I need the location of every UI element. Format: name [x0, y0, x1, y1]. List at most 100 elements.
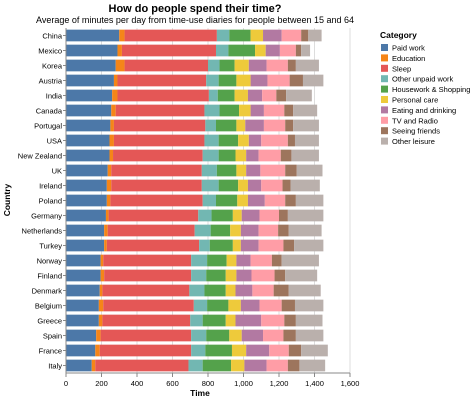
bar-segment [234, 59, 249, 72]
bar-segment [250, 74, 268, 87]
bar-segment [108, 209, 199, 222]
bar-segment [66, 164, 108, 177]
bar-segment [66, 254, 101, 267]
bar-segment [102, 284, 190, 297]
bar-segment [285, 269, 318, 282]
x-tick-label: 1,000 [234, 379, 253, 388]
bar-segment [117, 44, 122, 57]
y-tick-label: Turkey [39, 242, 62, 251]
bar-segment [121, 44, 216, 57]
bar-segment [295, 44, 302, 57]
bar-segment [204, 134, 219, 147]
bar-segment [216, 164, 237, 177]
x-axis-title: Time [190, 388, 210, 398]
bar-segment [255, 44, 266, 57]
bar-segment [113, 119, 206, 132]
bar-segment [219, 104, 240, 117]
bar-segment [66, 89, 113, 102]
bar-segment [273, 284, 289, 297]
bar-segment [113, 74, 118, 87]
bar-segment [191, 254, 208, 267]
chart-title: How do people spend their time? [109, 3, 282, 15]
bar-segment [258, 239, 284, 252]
bar-segment [96, 329, 101, 342]
bar-segment [293, 104, 318, 117]
bar-segment [201, 179, 219, 192]
legend-label: Other unpaid work [392, 75, 454, 84]
bar-segment [115, 59, 125, 72]
bar-segment [215, 194, 238, 207]
bar-segment [287, 359, 300, 372]
legend-swatch [381, 44, 388, 51]
bar-segment [109, 134, 114, 147]
bar-segment [266, 59, 288, 72]
bar-segment [250, 104, 264, 117]
bar-segment [113, 149, 203, 162]
legend-label: Seeing friends [392, 127, 440, 136]
bar-segment [106, 194, 111, 207]
bar-segment [279, 209, 288, 222]
bar-segment [235, 284, 253, 297]
bar-segment [235, 149, 247, 162]
bar-segment [263, 119, 286, 132]
bar-segment [219, 59, 235, 72]
bar-segment [241, 329, 264, 342]
y-tick-label: Greece [37, 317, 62, 326]
bar-segment [263, 329, 284, 342]
bar-segment [235, 314, 262, 327]
y-tick-label: Germany [31, 212, 62, 221]
bar-segment [239, 104, 251, 117]
y-tick-label: Portugal [34, 122, 62, 131]
bar-segment [274, 269, 286, 282]
bar-segment [232, 239, 241, 252]
bar-segment [290, 179, 320, 192]
bar-segment [218, 179, 239, 192]
bar-segment [241, 209, 260, 222]
bar-segment [198, 209, 212, 222]
bar-segment [278, 224, 289, 237]
bar-segment [66, 149, 110, 162]
bar-segment [238, 179, 248, 192]
bar-segment [113, 134, 205, 147]
bar-segment [204, 104, 220, 117]
y-tick-label: Ireland [39, 182, 62, 191]
legend-label: Education [392, 54, 425, 63]
bar-segment [202, 149, 219, 162]
bar-segment [98, 314, 103, 327]
bar-segment [283, 329, 296, 342]
legend-label: Other leisure [392, 137, 435, 146]
bar-segment [284, 104, 294, 117]
bar-segment [265, 44, 280, 57]
bar-segment [236, 269, 252, 282]
bar-segment [66, 344, 96, 357]
bar-segment [261, 314, 285, 327]
bar-segment [206, 269, 226, 282]
bar-segment [259, 299, 282, 312]
bar-segment [110, 194, 203, 207]
y-tick-label: Austria [39, 77, 63, 86]
bar-segment [194, 224, 211, 237]
bar-segment [110, 119, 114, 132]
bar-segment [263, 104, 285, 117]
legend-swatch [381, 75, 388, 83]
bar-segment [66, 29, 120, 42]
bar-segment [105, 209, 109, 222]
bar-segment [238, 134, 249, 147]
bar-segment [248, 134, 262, 147]
bar-segment [284, 314, 296, 327]
x-tick-label: 600 [166, 379, 179, 388]
bar-segment [66, 224, 105, 237]
y-tick-label: New Zealand [18, 152, 62, 161]
bar-segment [100, 269, 105, 282]
y-tick-label: UK [52, 167, 62, 176]
bar-segment [288, 224, 322, 237]
bar-segment [294, 239, 324, 252]
bar-segment [104, 239, 107, 252]
bar-segment [276, 89, 287, 102]
bar-segment [288, 344, 302, 357]
y-tick-label: France [39, 347, 62, 356]
bar-segment [283, 239, 295, 252]
legend-swatch [381, 54, 388, 62]
bar-segment [107, 164, 112, 177]
chart-subtitle: Average of minutes per day from time-use… [36, 15, 354, 25]
